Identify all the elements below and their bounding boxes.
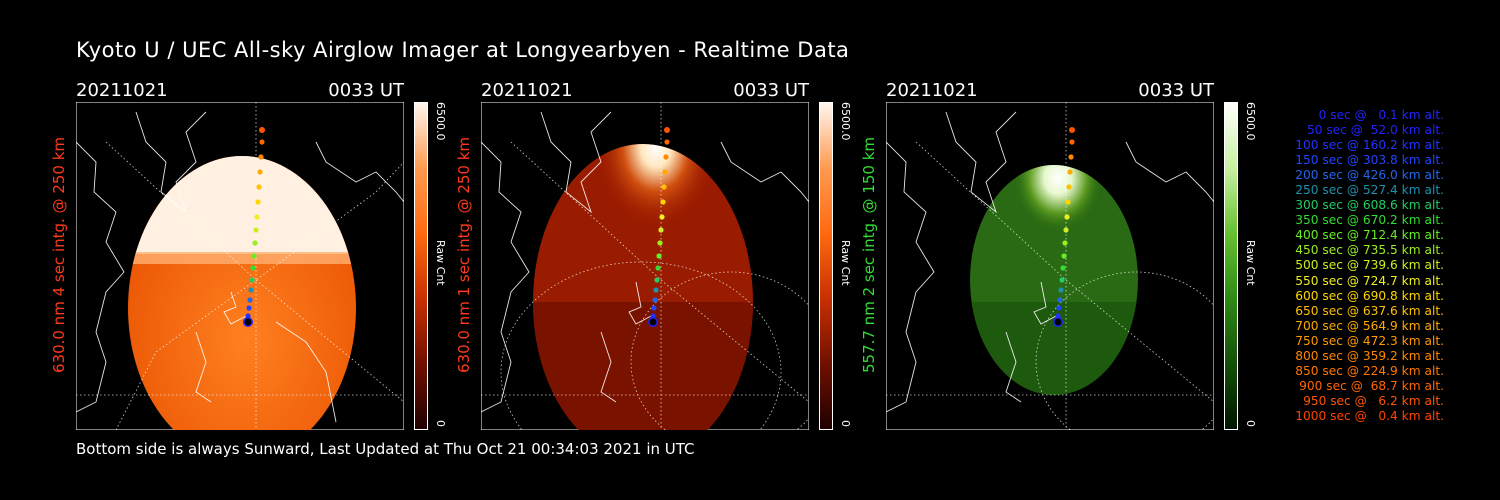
panel-2: 20211021 0033 UT 630.0 nm 1 sec intg. @ … bbox=[455, 80, 881, 430]
legend-entry: 450 sec @ 735.5 km alt. bbox=[1295, 243, 1444, 258]
colorbar-min: 0 bbox=[1244, 420, 1257, 427]
legend-entry: 500 sec @ 739.6 km alt. bbox=[1295, 258, 1444, 273]
colorbar-unit: Raw Cnt bbox=[839, 240, 852, 286]
legend-entry: 400 sec @ 712.4 km alt. bbox=[1295, 228, 1444, 243]
legend-entry: 200 sec @ 426.0 km alt. bbox=[1295, 168, 1444, 183]
legend-entry: 800 sec @ 359.2 km alt. bbox=[1295, 348, 1444, 363]
colorbar bbox=[819, 102, 833, 430]
colorbar bbox=[1224, 102, 1238, 430]
colorbar-unit: Raw Cnt bbox=[434, 240, 447, 286]
side-label-wrap: 557.7 nm 2 sec intg. @ 150 km bbox=[860, 80, 882, 430]
legend-entry: 50 sec @ 52.0 km alt. bbox=[1306, 123, 1444, 138]
legend-entry: 750 sec @ 472.3 km alt. bbox=[1295, 333, 1444, 348]
panel-time: 0033 UT bbox=[1138, 80, 1214, 101]
colorbar-max: 6500.0 bbox=[1244, 102, 1257, 141]
legend-entry: 650 sec @ 637.6 km alt. bbox=[1295, 303, 1444, 318]
colorbar-min: 0 bbox=[434, 420, 447, 427]
trajectory bbox=[243, 127, 265, 327]
panel-3: 20211021 0033 UT 557.7 nm 2 sec intg. @ … bbox=[860, 80, 1286, 430]
allsky-image bbox=[886, 102, 1214, 430]
legend-entry: 300 sec @ 608.6 km alt. bbox=[1295, 198, 1444, 213]
legend-entry: 150 sec @ 303.8 km alt. bbox=[1295, 153, 1444, 168]
allsky-image bbox=[76, 102, 404, 430]
legend-entry: 900 sec @ 68.7 km alt. bbox=[1299, 378, 1444, 393]
side-label: 630.0 nm 4 sec intg. @ 250 km bbox=[50, 136, 68, 374]
trajectory bbox=[1053, 127, 1075, 327]
panel-date: 20211021 bbox=[76, 80, 168, 101]
panel-time: 0033 UT bbox=[733, 80, 809, 101]
panel-date: 20211021 bbox=[886, 80, 978, 101]
colorbar bbox=[414, 102, 428, 430]
legend-entry: 700 sec @ 564.9 km alt. bbox=[1295, 318, 1444, 333]
footer-note: Bottom side is always Sunward, Last Upda… bbox=[76, 440, 695, 458]
panel-1: 20211021 0033 UT 630.0 nm 4 sec intg. @ … bbox=[50, 80, 476, 430]
page-title: Kyoto U / UEC All-sky Airglow Imager at … bbox=[76, 38, 850, 62]
legend-entry: 1000 sec @ 0.4 km alt. bbox=[1295, 408, 1444, 423]
panel-date: 20211021 bbox=[481, 80, 573, 101]
side-label-wrap: 630.0 nm 1 sec intg. @ 250 km bbox=[455, 80, 477, 430]
side-label: 557.7 nm 2 sec intg. @ 150 km bbox=[860, 136, 878, 374]
legend-entry: 600 sec @ 690.8 km alt. bbox=[1295, 288, 1444, 303]
colorbar-max: 6500.0 bbox=[434, 102, 447, 141]
colorbar-min: 0 bbox=[839, 420, 852, 427]
legend-entry: 950 sec @ 6.2 km alt. bbox=[1303, 393, 1444, 408]
legend-entry: 0 sec @ 0.1 km alt. bbox=[1318, 108, 1444, 122]
colorbar-max: 6500.0 bbox=[839, 102, 852, 141]
legend-entry: 100 sec @ 160.2 km alt. bbox=[1295, 138, 1444, 153]
allsky-image bbox=[481, 102, 809, 430]
panel-time: 0033 UT bbox=[328, 80, 404, 101]
side-label: 630.0 nm 1 sec intg. @ 250 km bbox=[455, 136, 473, 374]
legend-entry: 850 sec @ 224.9 km alt. bbox=[1295, 363, 1444, 378]
colorbar-unit: Raw Cnt bbox=[1244, 240, 1257, 286]
trajectory-legend: 0 sec @ 0.1 km alt. 50 sec @ 52.0 km alt.… bbox=[1258, 108, 1444, 424]
trajectory bbox=[648, 127, 670, 327]
side-label-wrap: 630.0 nm 4 sec intg. @ 250 km bbox=[50, 80, 72, 430]
legend-entry: 250 sec @ 527.4 km alt. bbox=[1295, 183, 1444, 198]
legend-entry: 550 sec @ 724.7 km alt. bbox=[1295, 273, 1444, 288]
legend-entry: 350 sec @ 670.2 km alt. bbox=[1295, 213, 1444, 228]
